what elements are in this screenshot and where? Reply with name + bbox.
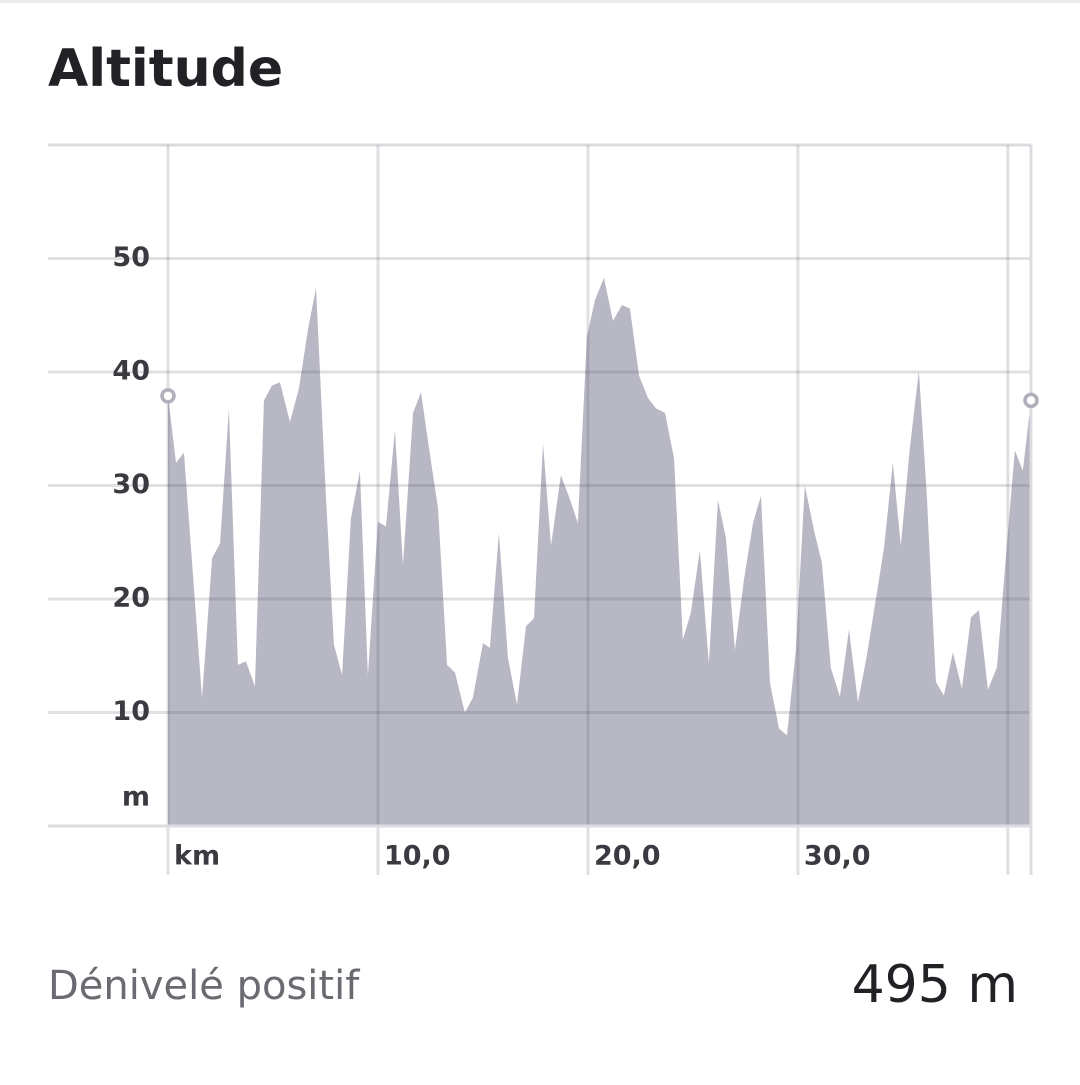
- endpoint-marker: [1023, 392, 1039, 409]
- summary-value: 495 m: [852, 955, 1018, 1015]
- x-tick-label: 20,0: [594, 841, 661, 872]
- y-tick-label: 50: [112, 242, 150, 273]
- y-tick-label: 10: [112, 696, 150, 727]
- top-shadow: [0, 0, 1080, 3]
- x-tick-label: 30,0: [804, 841, 871, 872]
- y-tick-label: 20: [112, 583, 150, 614]
- y-tick-label: m: [122, 782, 150, 813]
- y-tick-label: 40: [112, 356, 150, 387]
- x-tick-label: km: [174, 841, 220, 872]
- chart-title: Altitude: [48, 39, 283, 99]
- x-tick-label: 10,0: [384, 841, 451, 872]
- y-tick-label: 30: [112, 469, 150, 500]
- summary-label: Dénivelé positif: [48, 963, 360, 1009]
- area: [168, 277, 1031, 826]
- endpoint-marker: [160, 388, 176, 404]
